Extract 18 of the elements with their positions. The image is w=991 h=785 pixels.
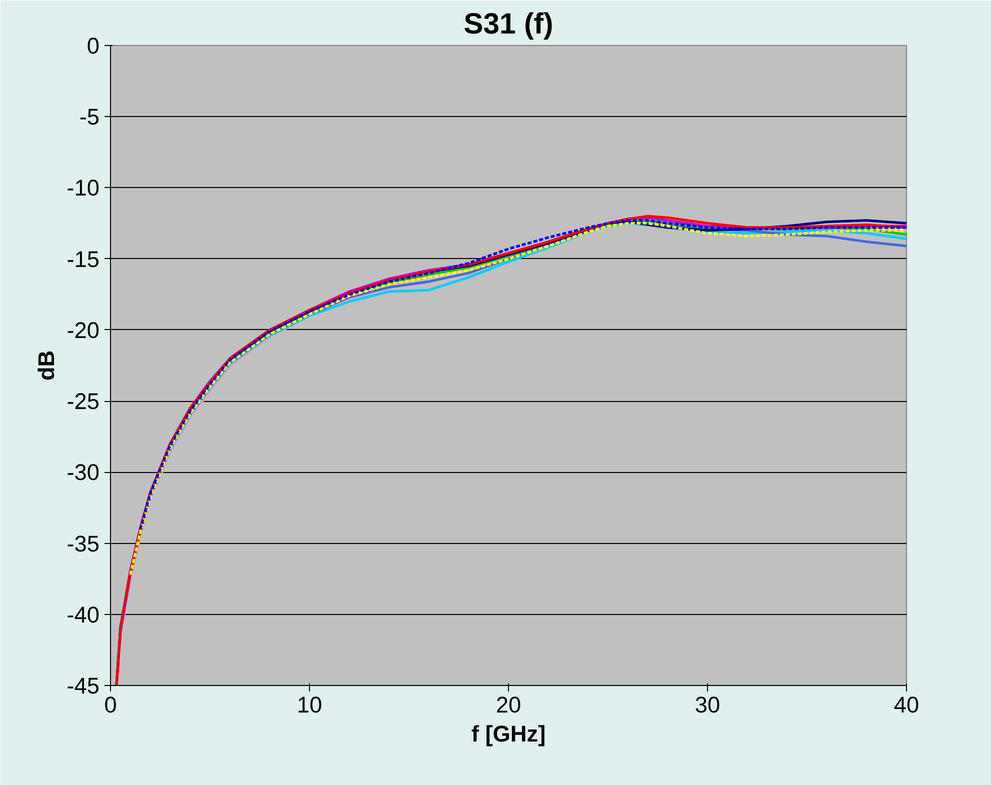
y-tick-label: -40: [66, 601, 100, 628]
y-tick-label: -10: [66, 174, 100, 201]
y-tick-label: -15: [66, 246, 100, 272]
x-axis-title: f [GHz]: [471, 720, 546, 746]
x-tick-label: 20: [496, 692, 522, 718]
y-tick-label: -35: [66, 530, 100, 556]
chart-title: S31 (f): [464, 8, 554, 40]
y-axis-title: dB: [32, 350, 59, 381]
x-tick-label: 0: [104, 692, 117, 718]
y-tick-label: -30: [66, 459, 100, 486]
y-tick-label: -45: [66, 672, 100, 698]
x-tick-label: 10: [296, 692, 322, 718]
y-tick-label: -25: [66, 388, 100, 414]
y-tick-label: 0: [86, 32, 100, 58]
y-tick-label: -20: [66, 316, 100, 343]
x-tick-label: 40: [894, 692, 920, 718]
y-tick-label: -5: [79, 104, 100, 130]
x-tick-label: 30: [694, 692, 720, 718]
